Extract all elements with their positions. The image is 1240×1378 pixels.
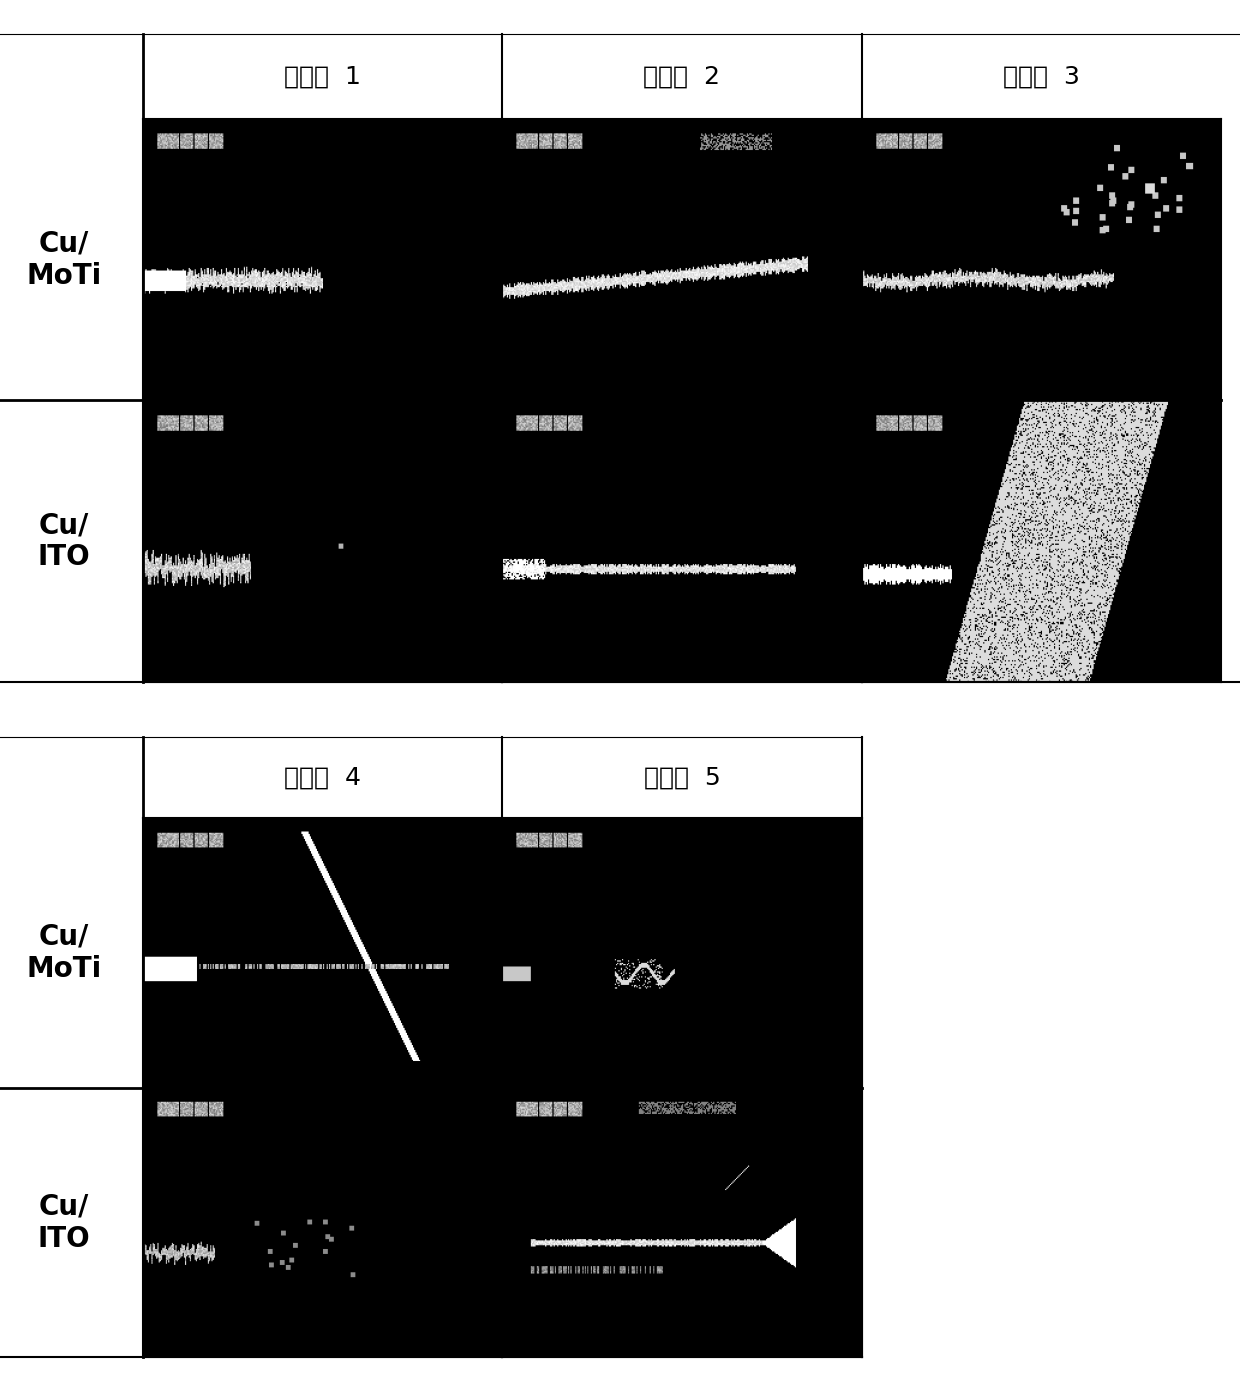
Text: Cu/
MoTi: Cu/ MoTi xyxy=(26,229,102,289)
Text: Cu/
ITO: Cu/ ITO xyxy=(38,511,91,572)
Text: Cu/
MoTi: Cu/ MoTi xyxy=(26,922,102,983)
Text: 实施例  5: 实施例 5 xyxy=(644,766,720,790)
Text: 实施例  3: 实施例 3 xyxy=(1003,65,1080,88)
Text: 实施例  4: 实施例 4 xyxy=(284,766,361,790)
Text: 实施例  2: 实施例 2 xyxy=(644,65,720,88)
Text: Cu/
ITO: Cu/ ITO xyxy=(38,1192,91,1253)
Text: 实施例  1: 实施例 1 xyxy=(284,65,361,88)
